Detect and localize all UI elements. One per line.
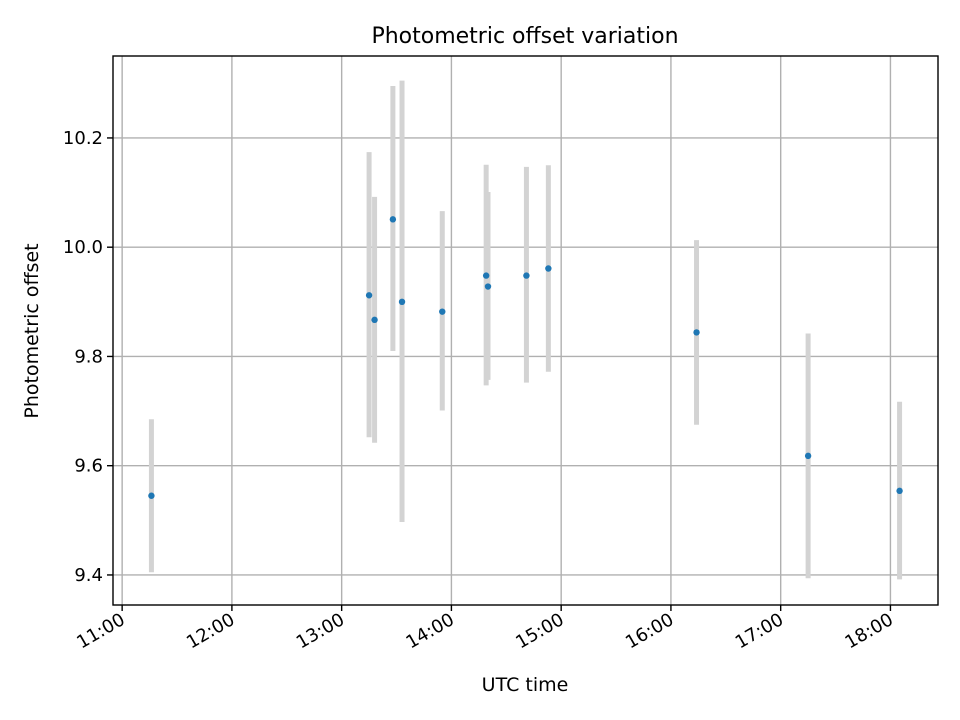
data-point — [365, 292, 373, 299]
x-tick-label: 16:00 — [622, 609, 677, 653]
y-tick-label: 10.0 — [63, 237, 103, 258]
x-tick-label: 11:00 — [73, 609, 128, 653]
data-point — [523, 272, 530, 279]
y-axis-label: Photometric offset — [21, 243, 43, 418]
data-point — [545, 265, 552, 272]
data-point — [693, 329, 700, 336]
grid-layer — [113, 56, 938, 605]
x-tick-label: 12:00 — [183, 609, 238, 653]
x-axis-label: UTC time — [482, 674, 569, 696]
x-tick-label: 14:00 — [402, 609, 457, 653]
y-tick-label: 10.2 — [63, 128, 103, 149]
y-tick-label: 9.4 — [74, 565, 103, 586]
y-tick-label: 9.6 — [74, 456, 103, 477]
data-point — [482, 272, 490, 279]
x-tick-label: 17:00 — [732, 609, 787, 653]
data-point — [389, 216, 397, 223]
chart-title: Photometric offset variation — [371, 24, 678, 49]
x-tick-label: 13:00 — [293, 609, 348, 653]
point-layer — [148, 216, 903, 499]
x-tick-label: 15:00 — [512, 609, 567, 653]
data-point — [439, 308, 446, 315]
data-point — [484, 283, 492, 290]
data-point — [398, 298, 406, 306]
data-point — [148, 492, 155, 499]
tick-layer — [107, 137, 892, 611]
plot-frame — [112, 55, 939, 606]
data-point — [371, 316, 378, 324]
data-point — [804, 452, 812, 460]
y-tick-label: 9.8 — [74, 346, 103, 367]
x-tick-label: 18:00 — [842, 609, 897, 653]
data-point — [896, 487, 903, 495]
errorbar-layer — [148, 80, 903, 580]
